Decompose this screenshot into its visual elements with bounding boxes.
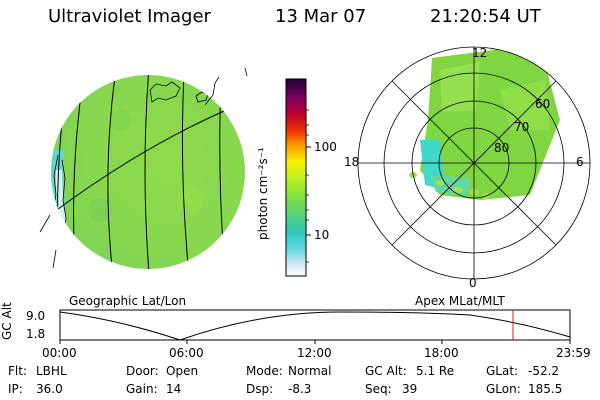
ip-label: IP: xyxy=(8,382,23,396)
geographic-globe xyxy=(39,67,248,269)
mlt-label-18: 18 xyxy=(344,155,360,169)
gc-alt-label: GC Alt: xyxy=(365,364,407,378)
colorbar xyxy=(285,78,311,277)
flt-label: Flt: xyxy=(8,364,27,378)
time-label: 21:20:54 UT xyxy=(430,6,541,27)
time-tick: 23:59 xyxy=(556,346,591,360)
lat-label-80: 80 xyxy=(494,141,510,155)
seq-label: Seq: xyxy=(365,382,392,396)
door-label: Door: xyxy=(126,364,159,378)
time-tick: 12:00 xyxy=(297,346,332,360)
altitude-axis-label: GC Alt xyxy=(0,302,14,340)
lat-label-60: 60 xyxy=(535,97,551,111)
mlt-label-0: 0 xyxy=(469,276,477,290)
colorbar-tick-10: 10 xyxy=(314,228,330,242)
polar-plot xyxy=(357,46,591,280)
gc-alt-value: 5.1 Re xyxy=(416,364,455,378)
mlt-label-12: 12 xyxy=(472,46,488,60)
mode-value: Normal xyxy=(288,364,332,378)
flt-value: LBHL xyxy=(36,364,67,378)
app-title: Ultraviolet Imager xyxy=(48,6,211,27)
left-map-label: Geographic Lat/Lon xyxy=(69,294,187,308)
mlt-label-6: 6 xyxy=(576,155,584,169)
glon-label: GLon: xyxy=(486,382,521,396)
glat-value: -52.2 xyxy=(528,364,560,378)
ip-value: 36.0 xyxy=(36,382,63,396)
right-map-label: Apex MLat/MLT xyxy=(415,294,505,308)
time-tick: 06:00 xyxy=(169,346,204,360)
glat-label: GLat: xyxy=(486,364,519,378)
time-tick: 00:00 xyxy=(42,346,77,360)
seq-value: 39 xyxy=(402,382,418,396)
colorbar-tick-100: 100 xyxy=(314,140,337,154)
colorbar-unit-label: photon cm⁻²s⁻¹ xyxy=(256,147,270,240)
altitude-tick-low: 1.8 xyxy=(26,327,46,341)
glon-value: 185.5 xyxy=(528,382,563,396)
mode-label: Mode: xyxy=(246,364,283,378)
date-label: 13 Mar 07 xyxy=(275,6,367,27)
time-tick: 18:00 xyxy=(424,346,459,360)
altitude-tick-high: 9.0 xyxy=(26,309,46,323)
dsp-label: Dsp: xyxy=(246,382,274,396)
door-value: Open xyxy=(166,364,199,378)
gain-label: Gain: xyxy=(126,382,158,396)
gain-value: 14 xyxy=(166,382,182,396)
altitude-plot xyxy=(59,309,571,344)
lat-label-70: 70 xyxy=(514,120,530,134)
dsp-value: -8.3 xyxy=(288,382,312,396)
